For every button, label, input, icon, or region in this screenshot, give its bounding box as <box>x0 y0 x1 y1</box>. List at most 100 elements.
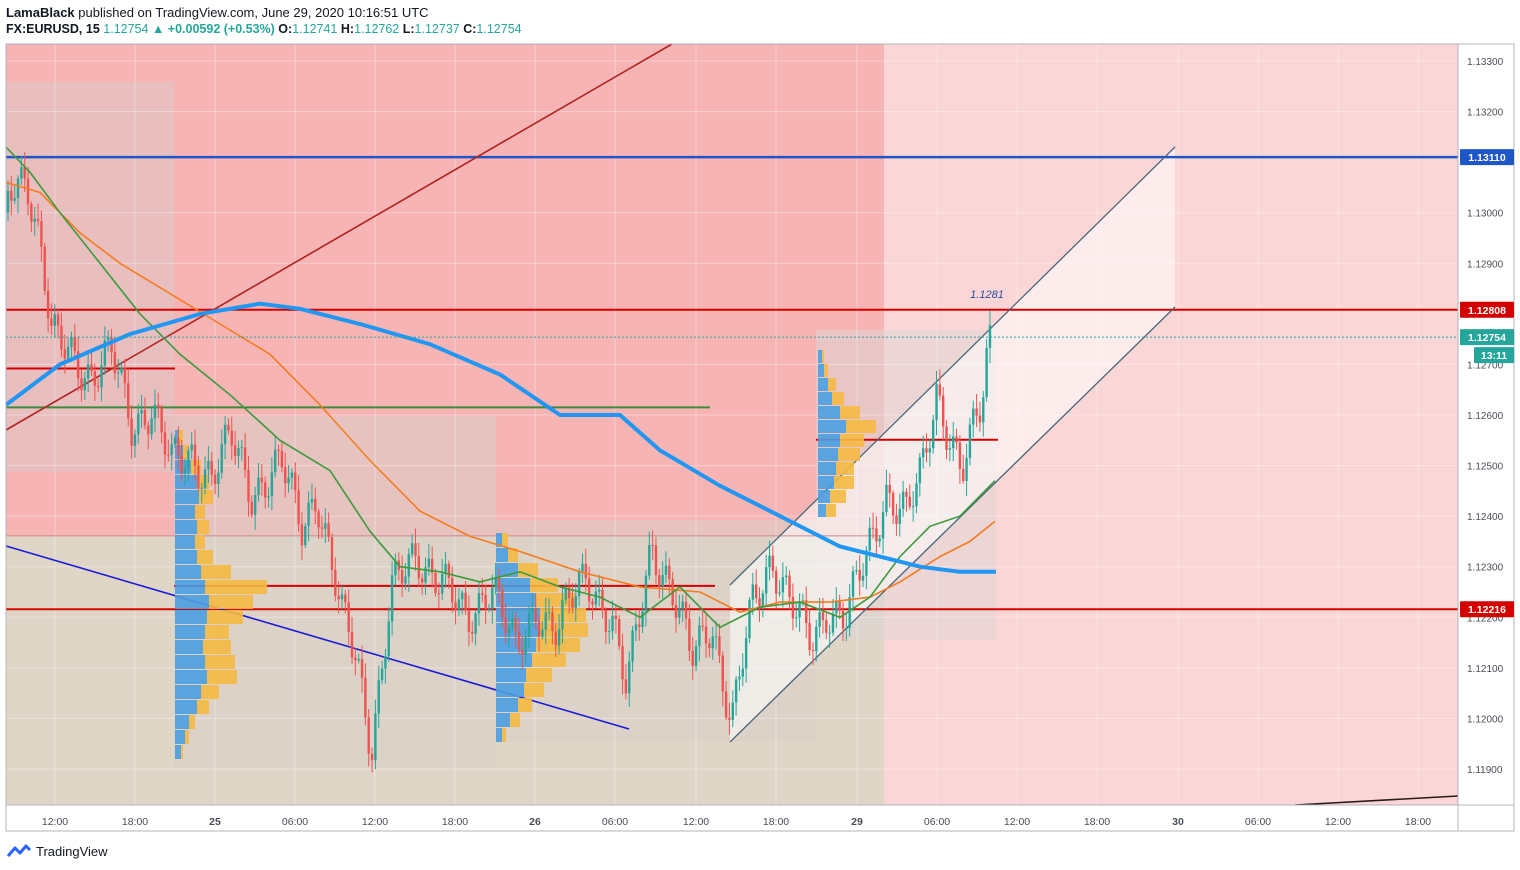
candle-body <box>337 595 340 600</box>
candle-body <box>921 448 925 458</box>
candle-body <box>905 491 908 497</box>
vp-bar-sell <box>824 364 828 377</box>
candle-body <box>451 577 454 603</box>
candle-body <box>26 178 30 205</box>
candle-body <box>461 592 464 600</box>
candle-body <box>547 612 551 614</box>
time-axis[interactable] <box>6 805 1514 831</box>
vp-bar-buy <box>175 715 189 729</box>
candle-body <box>831 613 835 633</box>
candle-body <box>915 483 918 507</box>
vp-bar-buy <box>175 640 203 654</box>
candle-body <box>127 383 130 419</box>
ma-medium-line <box>5 181 996 614</box>
candle-body <box>571 598 574 608</box>
tradingview-brand[interactable]: TradingView <box>6 843 108 859</box>
vp-bar-sell <box>526 668 552 682</box>
candle-body <box>534 608 537 623</box>
horizontal-levels[interactable] <box>6 155 1458 611</box>
candle-body <box>60 325 63 350</box>
candle-body <box>945 426 948 450</box>
vp-bar-sell <box>518 698 532 712</box>
channel-upper-line[interactable] <box>729 146 1176 586</box>
candle-body <box>587 578 591 602</box>
candle-body <box>147 425 150 435</box>
candle-body <box>30 204 33 222</box>
price-label-text: 1.12216 <box>1468 604 1506 616</box>
candle-body <box>871 527 875 529</box>
candle-body <box>618 618 621 647</box>
vp-bar-buy <box>818 406 840 419</box>
x-tick-label: 12:00 <box>42 816 68 828</box>
candle-body <box>942 395 945 427</box>
candle-body <box>581 563 584 573</box>
candle-body <box>628 661 631 694</box>
long-trendline[interactable] <box>1294 795 1459 806</box>
publish-date: published on TradingView.com, June 29, 2… <box>78 5 429 20</box>
price-change: ▲ +0.00592 (+0.53%) <box>151 22 275 36</box>
candle-body <box>821 612 825 621</box>
vp-bar-buy <box>496 593 536 607</box>
candle-body <box>985 347 988 398</box>
candle-body <box>911 506 915 508</box>
vp-bar-buy <box>175 505 195 519</box>
vp-bar-sell <box>205 580 267 594</box>
candle-body <box>948 448 952 450</box>
price-label-box <box>1460 301 1514 318</box>
candle-body <box>310 498 314 503</box>
candle-body <box>938 384 942 396</box>
vp-bar-buy <box>175 520 197 534</box>
candle-body <box>300 524 304 546</box>
candle-body <box>96 385 100 388</box>
price-label-text: 1.12754 <box>1468 332 1506 344</box>
vp-bar-buy <box>496 533 502 547</box>
y-tick-label: 1.12200 <box>1467 613 1504 624</box>
candle-body <box>875 528 878 542</box>
publisher-name[interactable]: LamaBlack <box>6 5 75 20</box>
candle-body <box>851 571 855 598</box>
price-annotation[interactable]: 1.1281 <box>970 289 1004 301</box>
symbol-label[interactable]: FX:EURUSD, 15 <box>6 22 100 36</box>
candle-body <box>374 713 377 761</box>
vp-bar-buy <box>818 462 836 475</box>
candle-body <box>270 472 274 497</box>
low-value: 1.12737 <box>414 22 460 36</box>
candle-body <box>931 420 935 449</box>
candle-body <box>190 444 193 451</box>
vp-bar-buy <box>818 350 822 363</box>
candle-body <box>170 444 173 456</box>
candle-body <box>724 691 728 718</box>
vp-bar-sell <box>205 625 229 639</box>
candle-body <box>13 198 16 201</box>
vp-bar-sell <box>197 700 209 714</box>
candle-body <box>504 617 507 634</box>
vp-bar-sell <box>524 683 544 697</box>
candle-body <box>891 492 895 516</box>
candle-body <box>43 246 46 291</box>
candle-body <box>417 556 421 579</box>
price-axis[interactable] <box>1458 44 1514 805</box>
candle-body <box>100 365 103 388</box>
candle-body <box>557 629 561 646</box>
x-tick-label: 18:00 <box>442 816 468 828</box>
candle-body <box>360 658 364 678</box>
y-tick-labels: 1.13300 1.13200 1.13000 1.12900 1.12700 1.126… <box>1467 57 1504 776</box>
candle-body <box>838 600 841 611</box>
resistance-trendline[interactable] <box>5 43 673 431</box>
candle-body <box>197 465 200 489</box>
candle-body <box>771 555 775 571</box>
candle-body <box>404 576 407 584</box>
vp-bar-sell <box>203 640 231 654</box>
vp-bar-buy <box>496 713 510 727</box>
candle-body <box>324 523 327 529</box>
x-tick-label: 18:00 <box>1084 816 1110 828</box>
candle-body <box>140 410 143 414</box>
candle-body <box>430 558 434 573</box>
candle-body <box>377 680 380 714</box>
candle-body <box>808 623 811 651</box>
channel-lower-line[interactable] <box>729 306 1176 743</box>
candle-body <box>20 167 23 179</box>
vp-bar-buy <box>175 430 179 444</box>
candle-body <box>714 636 718 638</box>
